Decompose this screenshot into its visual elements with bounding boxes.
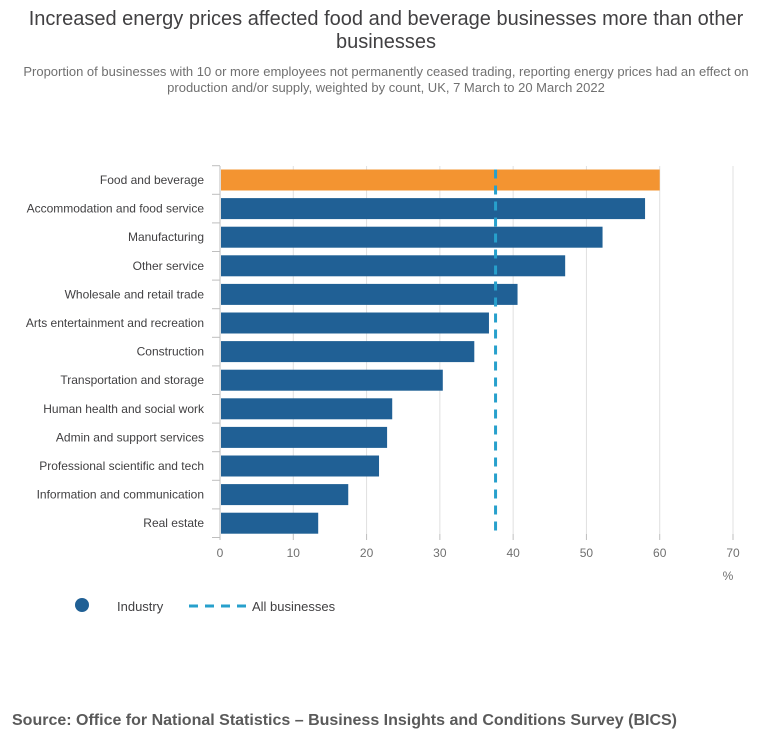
- category-label: Information and communication: [37, 488, 204, 502]
- category-label: Construction: [137, 345, 204, 359]
- legend-all-businesses-label: All businesses: [252, 599, 336, 614]
- category-label: Accommodation and food service: [27, 202, 205, 216]
- bar: [221, 455, 380, 477]
- bar: [221, 426, 388, 448]
- category-label: Real estate: [143, 516, 204, 530]
- chart-title: Increased energy prices affected food an…: [28, 8, 744, 53]
- chart-subtitle: Proportion of businesses with 10 or more…: [23, 64, 749, 95]
- legend-industry-label: Industry: [117, 599, 164, 614]
- bar: [221, 255, 566, 277]
- bar: [221, 341, 475, 363]
- legend-industry-marker: [75, 598, 89, 612]
- bars: [221, 169, 660, 534]
- bar: [221, 484, 349, 506]
- source-note: Source: Office for National Statistics –…: [12, 712, 678, 729]
- x-tick-label: 0: [217, 546, 224, 560]
- category-label: Admin and support services: [56, 430, 204, 444]
- x-tick-label: 20: [360, 546, 374, 560]
- x-axis-unit: %: [723, 569, 734, 583]
- x-tick-label: 50: [580, 546, 594, 560]
- axes: 0 10 20 30 40 50 60 70% Food and beverage Accommo…: [26, 165, 740, 583]
- x-tick-label: 60: [653, 546, 667, 560]
- bar: [221, 512, 319, 534]
- bar: [221, 198, 646, 220]
- legend: Industry All businesses: [75, 598, 336, 614]
- x-tick-label: 40: [506, 546, 520, 560]
- category-label: Transportation and storage: [60, 373, 204, 387]
- category-label: Professional scientific and tech: [39, 459, 204, 473]
- category-label: Human health and social work: [43, 402, 205, 416]
- bar: [221, 312, 489, 334]
- bar: [221, 169, 660, 191]
- category-label: Manufacturing: [128, 230, 204, 244]
- bar: [221, 283, 518, 305]
- category-label: Food and beverage: [100, 173, 204, 187]
- x-tick-label: 10: [287, 546, 301, 560]
- bar: [221, 226, 603, 248]
- category-label: Arts entertainment and recreation: [26, 316, 204, 330]
- x-tick-label: 30: [433, 546, 447, 560]
- category-label: Wholesale and retail trade: [65, 287, 205, 301]
- bar: [221, 398, 393, 420]
- bar: [221, 369, 443, 391]
- x-tick-label: 70: [726, 546, 740, 560]
- category-label: Other service: [133, 259, 205, 273]
